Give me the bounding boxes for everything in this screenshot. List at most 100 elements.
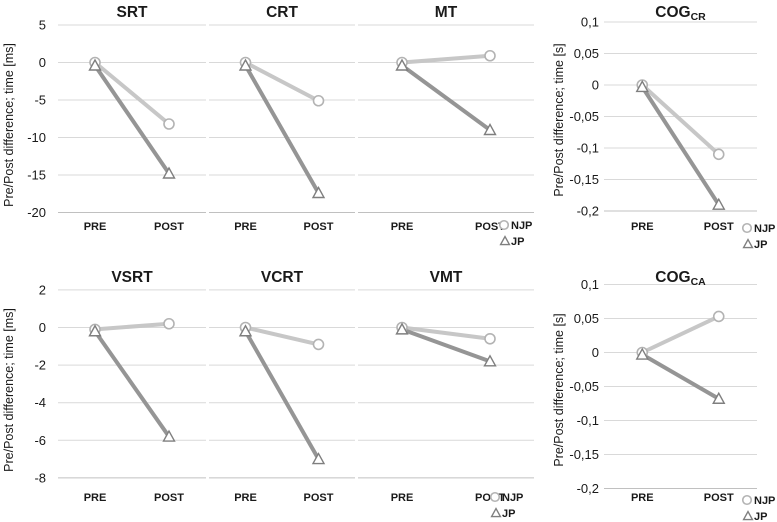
- category-label: PRE: [391, 492, 414, 504]
- series-line-jp: [400, 63, 492, 132]
- y-tick-label: -15: [27, 168, 46, 183]
- chart-title: VCRT: [261, 269, 304, 286]
- triangle-marker: [483, 123, 497, 136]
- category-label: POST: [304, 221, 334, 233]
- y-axis-label: Pre/Post difference; time [ms]: [2, 308, 16, 472]
- y-tick-label: 0: [592, 78, 599, 93]
- legend-label-jp: JP: [754, 511, 767, 522]
- y-tick-label: -0,2: [577, 204, 599, 219]
- triangle-marker: [238, 58, 253, 71]
- category-label: PRE: [234, 492, 257, 504]
- category-label: PRE: [631, 492, 654, 504]
- chart-title: COGCR: [655, 4, 706, 23]
- y-tick-label: 0,1: [581, 277, 599, 292]
- legend-label-jp: JP: [511, 236, 524, 248]
- series-line-jp: [93, 330, 171, 438]
- triangle-marker: [742, 238, 754, 249]
- chart-title-main: COG: [655, 269, 690, 286]
- chart-title: COGCA: [655, 269, 706, 288]
- triangle-marker: [311, 186, 326, 199]
- y-axis-label: Pre/Post difference; time [s]: [552, 313, 566, 466]
- triangle-marker: [162, 429, 176, 442]
- series-line-jp: [93, 64, 171, 175]
- circle-marker: [498, 219, 510, 231]
- y-axis-label: Pre/Post difference; time [s]: [552, 43, 566, 196]
- y-tick-label: -8: [34, 470, 46, 485]
- chart-title-main: COG: [655, 4, 690, 21]
- chart-title: CRT: [266, 4, 298, 21]
- series-line-jp: [243, 64, 321, 194]
- y-tick-label: 5: [39, 18, 46, 33]
- y-tick-label: -4: [34, 395, 46, 410]
- triangle-marker: [635, 347, 649, 360]
- legend-label-njp: NJP: [511, 220, 532, 232]
- y-tick-label: -20: [27, 205, 46, 220]
- series-line-njp: [244, 60, 320, 103]
- triangle-marker: [88, 324, 102, 337]
- circle-marker: [712, 148, 725, 161]
- legend-label-jp: JP: [754, 239, 767, 251]
- y-axis-label: Pre/Post difference; time [ms]: [2, 43, 16, 207]
- triangle-marker: [238, 324, 253, 337]
- triangle-marker: [311, 452, 326, 465]
- y-tick-label: -0,05: [569, 379, 599, 394]
- y-tick-label: 0,05: [574, 311, 599, 326]
- y-tick-label: 0,05: [574, 46, 599, 61]
- category-label: POST: [154, 221, 184, 233]
- category-label: POST: [304, 492, 334, 504]
- series-line-njp: [640, 83, 721, 156]
- series-line-jp: [641, 352, 720, 401]
- circle-marker: [489, 491, 501, 503]
- triangle-marker: [162, 166, 176, 179]
- legend-label-njp: NJP: [502, 492, 523, 504]
- series-line-jp: [401, 327, 491, 364]
- series-line-njp: [245, 325, 319, 347]
- y-tick-label: -10: [27, 130, 46, 145]
- circle-marker: [312, 94, 325, 107]
- category-label: PRE: [84, 492, 107, 504]
- triangle-marker: [635, 79, 649, 93]
- circle-marker: [312, 338, 325, 351]
- circle-marker: [163, 317, 175, 330]
- y-tick-label: -0,1: [577, 141, 599, 156]
- triangle-marker: [712, 391, 726, 404]
- category-label: POST: [704, 221, 734, 233]
- y-tick-label: -0,1: [577, 413, 599, 428]
- chart-title: VMT: [430, 269, 463, 286]
- triangle-marker: [490, 507, 502, 518]
- triangle-marker: [499, 235, 511, 246]
- chart-title: VSRT: [111, 269, 153, 286]
- series-line-njp: [401, 325, 491, 341]
- category-label: PRE: [631, 221, 654, 233]
- circle-marker: [484, 49, 496, 62]
- legend-label-jp: JP: [502, 508, 515, 520]
- y-tick-label: 0: [39, 320, 46, 335]
- series-line-njp: [94, 321, 170, 332]
- category-label: PRE: [84, 221, 107, 233]
- triangle-marker: [483, 354, 497, 367]
- circle-marker: [484, 332, 496, 345]
- triangle-marker: [88, 58, 102, 71]
- circle-marker: [163, 118, 175, 130]
- y-tick-label: -0,05: [569, 109, 599, 124]
- category-label: PRE: [234, 221, 257, 233]
- chart-title: SRT: [117, 4, 149, 21]
- circle-marker: [712, 310, 725, 323]
- series-line-jp: [640, 85, 721, 206]
- y-tick-label: 2: [39, 282, 46, 297]
- series-line-njp: [93, 60, 171, 126]
- y-tick-label: -5: [34, 93, 46, 108]
- category-label: POST: [704, 492, 734, 504]
- legend-label-njp: NJP: [754, 495, 775, 507]
- circle-marker: [741, 222, 753, 234]
- chart-title-subscript: CA: [691, 276, 707, 288]
- triangle-marker: [395, 322, 409, 335]
- y-tick-label: -0,15: [569, 172, 599, 187]
- triangle-marker: [712, 197, 726, 210]
- triangle-marker: [742, 510, 754, 521]
- chart-title-subscript: CR: [691, 11, 707, 23]
- y-tick-label: -2: [34, 358, 46, 373]
- y-tick-label: 0: [39, 55, 46, 70]
